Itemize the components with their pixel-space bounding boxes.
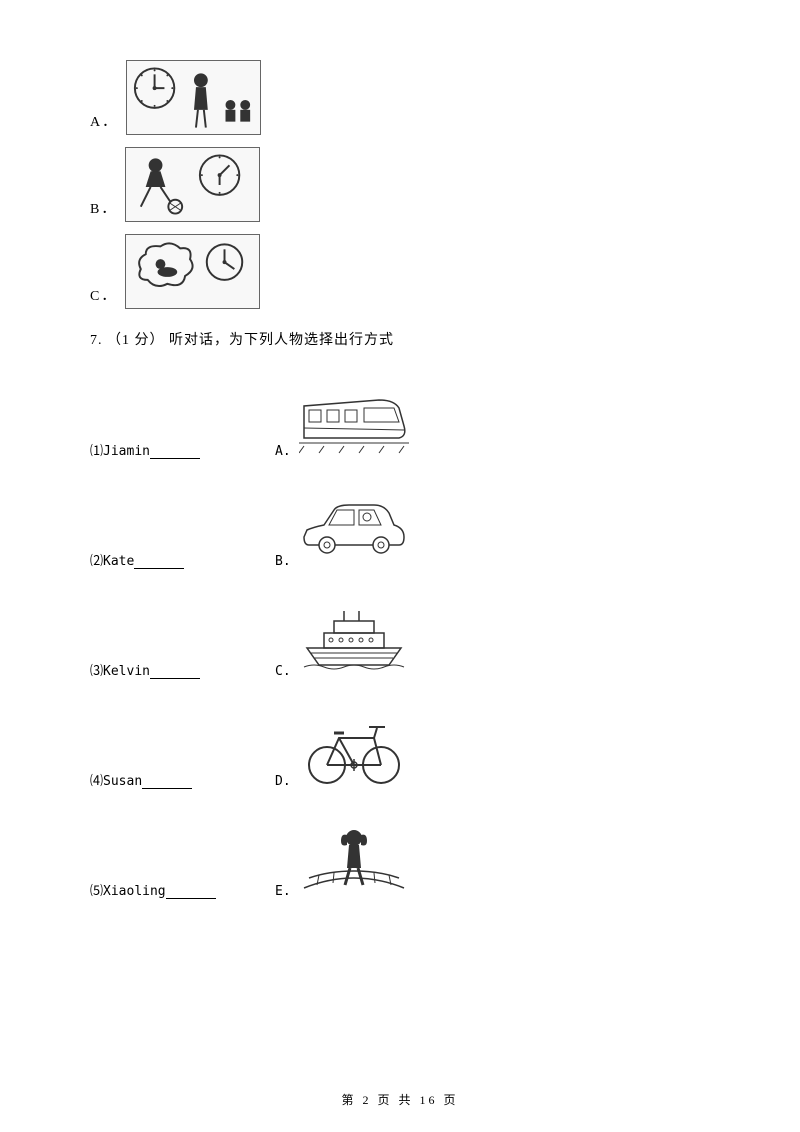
blank-2[interactable] (134, 556, 184, 569)
match-row-1: ⑴Jiamin A. (90, 375, 710, 465)
match-4-image-bicycle (299, 710, 409, 795)
blank-3[interactable] (150, 666, 200, 679)
match-5-letter: E. (275, 884, 299, 905)
q7-text: 听对话，为下列人物选择出行方式 (169, 333, 394, 348)
option-b-label: B． (90, 198, 117, 222)
match-1-name: ⑴Jiamin (90, 440, 275, 465)
option-a-row: A． (90, 60, 710, 135)
match-row-4: ⑷Susan D. (90, 705, 710, 795)
option-a-label: A． (90, 111, 118, 135)
match-1-letter: A. (275, 444, 299, 465)
match-4-name: ⑷Susan (90, 770, 275, 795)
match-row-3: ⑶Kelvin C. (90, 595, 710, 685)
option-a-image (126, 60, 261, 135)
match-row-2: ⑵Kate B. (90, 485, 710, 575)
match-2-letter: B. (275, 554, 299, 575)
blank-5[interactable] (166, 886, 216, 899)
option-c-label: C． (90, 285, 117, 309)
option-b-row: B． (90, 147, 710, 222)
match-2-name: ⑵Kate (90, 550, 275, 575)
match-3-image-ship (299, 600, 409, 685)
q7-number: 7. (90, 333, 103, 348)
match-row-5: ⑸Xiaoling E. (90, 815, 710, 905)
match-3-letter: C. (275, 664, 299, 685)
option-c-image (125, 234, 260, 309)
q7-points: （1 分） (107, 333, 165, 348)
match-1-image-train (299, 380, 409, 465)
option-c-row: C． (90, 234, 710, 309)
blank-1[interactable] (150, 446, 200, 459)
match-5-name: ⑸Xiaoling (90, 880, 275, 905)
question-7: 7. （1 分） 听对话，为下列人物选择出行方式 (90, 329, 710, 349)
page-footer: 第 2 页 共 16 页 (0, 1091, 800, 1108)
match-4-letter: D. (275, 774, 299, 795)
option-b-image (125, 147, 260, 222)
match-5-image-walk (299, 820, 409, 905)
match-2-image-car (299, 490, 409, 575)
blank-4[interactable] (142, 776, 192, 789)
match-3-name: ⑶Kelvin (90, 660, 275, 685)
